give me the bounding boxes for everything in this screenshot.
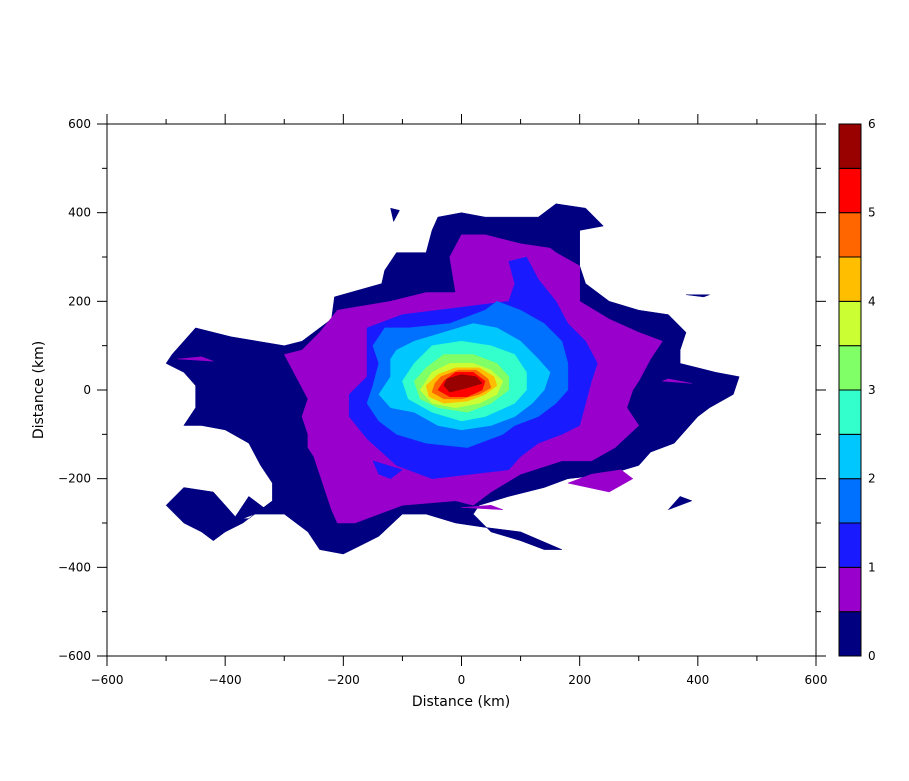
- x-tick-label: −400: [209, 673, 242, 687]
- y-axis-title: Distance (km): [31, 341, 47, 439]
- colorbar-swatch: [838, 345, 862, 391]
- x-axis: −600 −400 −200 0 200 400 600: [91, 114, 828, 687]
- y-tick-label: 400: [68, 206, 91, 220]
- y-tick-label: −400: [58, 560, 91, 574]
- y-tick-label: 0: [83, 383, 91, 397]
- contour-region-0.5-0: [390, 207, 400, 223]
- colorbar-swatch: [838, 256, 862, 302]
- contour-region-1-0: [177, 356, 214, 362]
- colorbar-swatch: [838, 478, 862, 524]
- x-tick-label: 600: [805, 673, 828, 687]
- colorbar-swatch: [838, 611, 862, 657]
- colorbar-swatch: [838, 123, 862, 169]
- x-tick-label: 200: [568, 673, 591, 687]
- x-axis-title: Distance (km): [412, 694, 510, 710]
- y-tick-label: −600: [58, 649, 91, 663]
- contour-region-1-3: [461, 505, 503, 510]
- colorbar-tick-label: 6: [868, 117, 876, 131]
- colorbar-swatch: [838, 566, 862, 613]
- x-tick-label: −200: [327, 673, 360, 687]
- colorbar-swatch: [838, 389, 862, 435]
- contour-region-6-0: [443, 374, 483, 393]
- x-tick-label: −600: [91, 673, 124, 687]
- y-tick-label: 200: [68, 294, 91, 308]
- colorbar-swatch: [838, 167, 862, 214]
- contour-region-1-2: [662, 378, 692, 384]
- x-tick-label: 0: [458, 673, 466, 687]
- colorbar-tick-label: 5: [868, 206, 876, 220]
- colorbar-swatch: [838, 522, 862, 568]
- colorbar-tick-label: 0: [868, 649, 876, 663]
- colorbar-tick-label: 1: [868, 560, 876, 574]
- colorbar-swatch: [838, 300, 862, 347]
- colorbar-tick-label: 4: [868, 294, 876, 308]
- contour-region-1-1: [567, 469, 634, 493]
- colorbar-swatch: [838, 212, 862, 258]
- contour-region-1.5-0: [372, 460, 403, 479]
- y-tick-label: −200: [58, 472, 91, 486]
- colorbar-swatch: [838, 433, 862, 480]
- colorbar-tick-label: 2: [868, 472, 876, 486]
- contour-region-0.5-1: [685, 294, 710, 298]
- y-tick-label: 600: [68, 117, 91, 131]
- colorbar: 0 1 2 3 4 5 6: [838, 117, 876, 663]
- contour-region-0.5-2: [230, 496, 268, 524]
- contour-fills: [165, 203, 740, 555]
- x-tick-label: 400: [686, 673, 709, 687]
- colorbar-tick-label: 3: [868, 383, 876, 397]
- contour-region-0.5-3: [668, 496, 693, 510]
- y-axis: −600 −400 −200 0 200 400 600: [58, 117, 826, 663]
